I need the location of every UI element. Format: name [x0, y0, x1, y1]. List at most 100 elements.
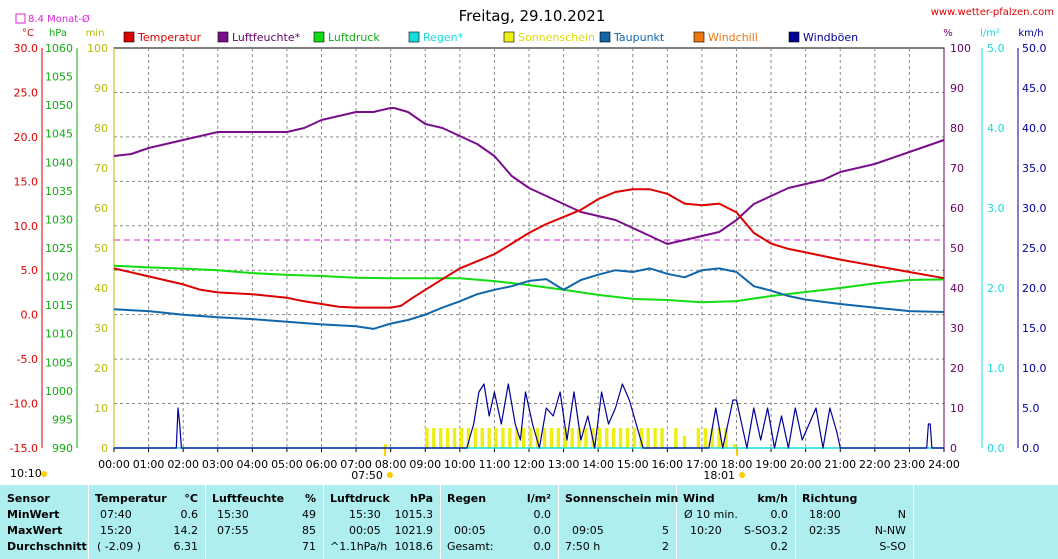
tick-label-wind: 25.0 [1022, 242, 1047, 255]
dir-min-time: 18:00 [809, 508, 841, 521]
table-col-temperatur: Temperatur °C 07:40 0.6 15:20 14.2 ( -2.… [88, 485, 206, 559]
legend-swatch [503, 31, 515, 43]
tick-label-humidity: 0 [950, 442, 957, 455]
sunshine-bar [570, 428, 574, 448]
sunshine-bar [549, 428, 554, 448]
sunshine-bar [515, 428, 519, 448]
tick-label-rain: 5.0 [987, 42, 1005, 55]
tick-label-pressure: 1035 [45, 185, 73, 198]
sunshine-bar [724, 428, 728, 448]
tick-label-sunshine-min: 50 [94, 242, 108, 255]
hum-min-time: 15:30 [217, 508, 249, 521]
series [113, 107, 945, 449]
tick-label-wind: 5.0 [1022, 402, 1040, 415]
tick-label-pressure: 1060 [45, 42, 73, 55]
press-avg-note: ^1.1hPa/h [330, 540, 388, 553]
wind-avg-val: 0.2 [770, 540, 789, 553]
tick-label-temperature: 25.0 [14, 86, 39, 99]
bottom-left-time: 10:10 [10, 467, 42, 480]
tick-label-humidity: 90 [950, 82, 964, 95]
wind-max-val: 3.2 [770, 524, 789, 537]
tick-label-wind: 40.0 [1022, 122, 1047, 135]
sunshine-bar [563, 428, 567, 448]
chart-canvas: °C hPa min% l/m² km/h 30.0 25.0 20.0 15.0 10.0 5.0… [10, 7, 1054, 482]
x-tick-label: 08:00 [375, 458, 407, 471]
x-tick-label: 19:00 [755, 458, 787, 471]
sunshine-bar [696, 428, 701, 448]
axis-unit-right: l/m² [980, 28, 1000, 39]
tick-label-pressure: 1015 [45, 299, 73, 312]
x-tick-label: 24:00 [928, 458, 960, 471]
press-max-val: 1021.9 [394, 524, 434, 537]
sunshine-bar [674, 428, 678, 448]
tick-label-wind: 35.0 [1022, 162, 1047, 175]
tick-label-sunshine-min: 20 [94, 362, 108, 375]
sun-avg-val: 2 [662, 540, 669, 553]
tick-label-humidity: 70 [950, 162, 964, 175]
tick-label-humidity: 60 [950, 202, 964, 215]
tick-label-pressure: 995 [52, 413, 73, 426]
x-tick-label: 04:00 [236, 458, 268, 471]
rain-avg-val: 0.0 [533, 540, 552, 553]
temp-avg-note: ( -2.09 ) [97, 540, 142, 553]
sunrise-sun-icon [386, 472, 393, 478]
tick-label-temperature: 30.0 [14, 42, 39, 55]
tick-label-temperature: -5.0 [17, 353, 38, 366]
tick-label-sunshine-min: 90 [94, 82, 108, 95]
sunrise-label: 07:50 [351, 469, 383, 482]
sunshine-bar [459, 428, 464, 448]
weather-chart: °C hPa min% l/m² km/h 30.0 25.0 20.0 15.0 10.0 5.0… [10, 7, 1054, 482]
sunshine-bar [710, 428, 714, 448]
x-tick-label: 14:00 [582, 458, 614, 471]
sunshine-bar [487, 428, 491, 448]
rain-max-val: 0.0 [533, 524, 552, 537]
tick-label-rain: 2.0 [987, 282, 1005, 295]
sunshine-bar [452, 428, 457, 448]
sunshine-bar [732, 444, 737, 448]
sunshine-bar [660, 428, 664, 448]
tick-label-humidity: 40 [950, 282, 964, 295]
sun-max-time: 09:05 [572, 524, 604, 537]
x-tick-label: 13:00 [548, 458, 580, 471]
press-title: Luftdruck [330, 492, 390, 505]
row-label-avg: Durchschnitt [7, 540, 87, 553]
sunshine-bar [556, 428, 560, 448]
sunshine-bar [717, 428, 721, 448]
x-tick-label: 17:00 [686, 458, 718, 471]
sunshine-bar [494, 428, 498, 448]
sunshine-bar [501, 428, 505, 448]
press-min-val: 1015.3 [394, 508, 434, 521]
tick-label-temperature: 15.0 [14, 175, 39, 188]
row-label-sensor: Sensor [7, 492, 50, 505]
pressure-line [113, 264, 945, 304]
table-col-regen: Regen l/m² 0.0 00:05 0.0 Gesamt: 0.0 [440, 485, 559, 559]
sunshine-bar [639, 428, 643, 448]
site-link[interactable]: www.wetter-pfalzen.com [931, 7, 1054, 18]
x-tick-label: 03:00 [202, 458, 234, 471]
tick-label-sunshine-min: 40 [94, 282, 108, 295]
tick-label-pressure: 1020 [45, 271, 73, 284]
sunshine-bar [522, 428, 526, 448]
tick-label-sunshine-min: 0 [101, 442, 108, 455]
temp-unit: °C [184, 492, 198, 505]
table-col-sonne: Sonnenschein min 09:05 5 7:50 h 2 [558, 485, 678, 559]
sunshine-bar [682, 436, 687, 448]
wind-min-val: 0.0 [770, 508, 789, 521]
tick-label-pressure: 1025 [45, 242, 73, 255]
x-tick-label: 05:00 [271, 458, 303, 471]
legend-label: Sonnenschein [518, 31, 595, 44]
sunshine-bar [598, 428, 602, 448]
sunshine-bar [383, 444, 388, 448]
sunshine-bar [646, 428, 650, 448]
x-tick-label: 20:00 [790, 458, 822, 471]
axis-unit-left: °C [22, 28, 34, 39]
legend-swatch [313, 31, 325, 43]
x-tick-label: 12:00 [513, 458, 545, 471]
legend-swatch [123, 31, 135, 43]
bottom-left-sun-icon [41, 471, 47, 477]
sunshine-bar [473, 428, 477, 448]
legend-swatch [217, 31, 229, 43]
x-tick-label: 06:00 [306, 458, 338, 471]
dir-max-time: 02:35 [809, 524, 841, 537]
sunshine-bar [611, 428, 616, 448]
